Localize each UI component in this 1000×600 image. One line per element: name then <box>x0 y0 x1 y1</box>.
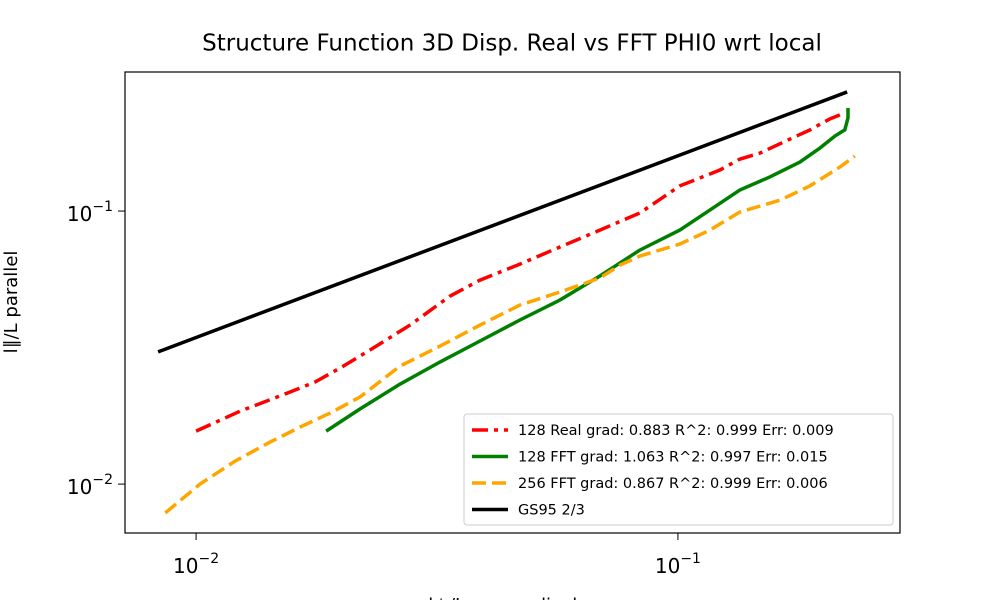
series-line <box>325 108 850 433</box>
series-line <box>195 111 846 433</box>
series-line <box>157 90 848 354</box>
chart-title: Structure Function 3D Disp. Real vs FFT … <box>202 31 822 57</box>
x-tick-label: 10−1 <box>655 551 701 578</box>
plot-area <box>157 90 856 515</box>
legend-box <box>463 413 894 526</box>
x-tick-label: 10−2 <box>173 551 219 578</box>
legend-label: 256 FFT grad: 0.867 R^2: 0.999 Err: 0.00… <box>518 476 828 492</box>
legend-label: GS95 2/3 <box>518 503 585 519</box>
legend-label: 128 Real grad: 0.883 R^2: 0.999 Err: 0.0… <box>518 423 834 439</box>
y-axis-label: l∥/L parallel <box>1 251 22 354</box>
x-axis-label: l⊥/L perpendicular <box>428 595 596 600</box>
series-line <box>164 154 856 515</box>
y-tick-label: 10−1 <box>67 199 113 226</box>
y-tick-label: 10−2 <box>67 472 113 499</box>
legend-label: 128 FFT grad: 1.063 R^2: 0.997 Err: 0.01… <box>518 450 828 466</box>
plot-frame <box>124 71 901 534</box>
